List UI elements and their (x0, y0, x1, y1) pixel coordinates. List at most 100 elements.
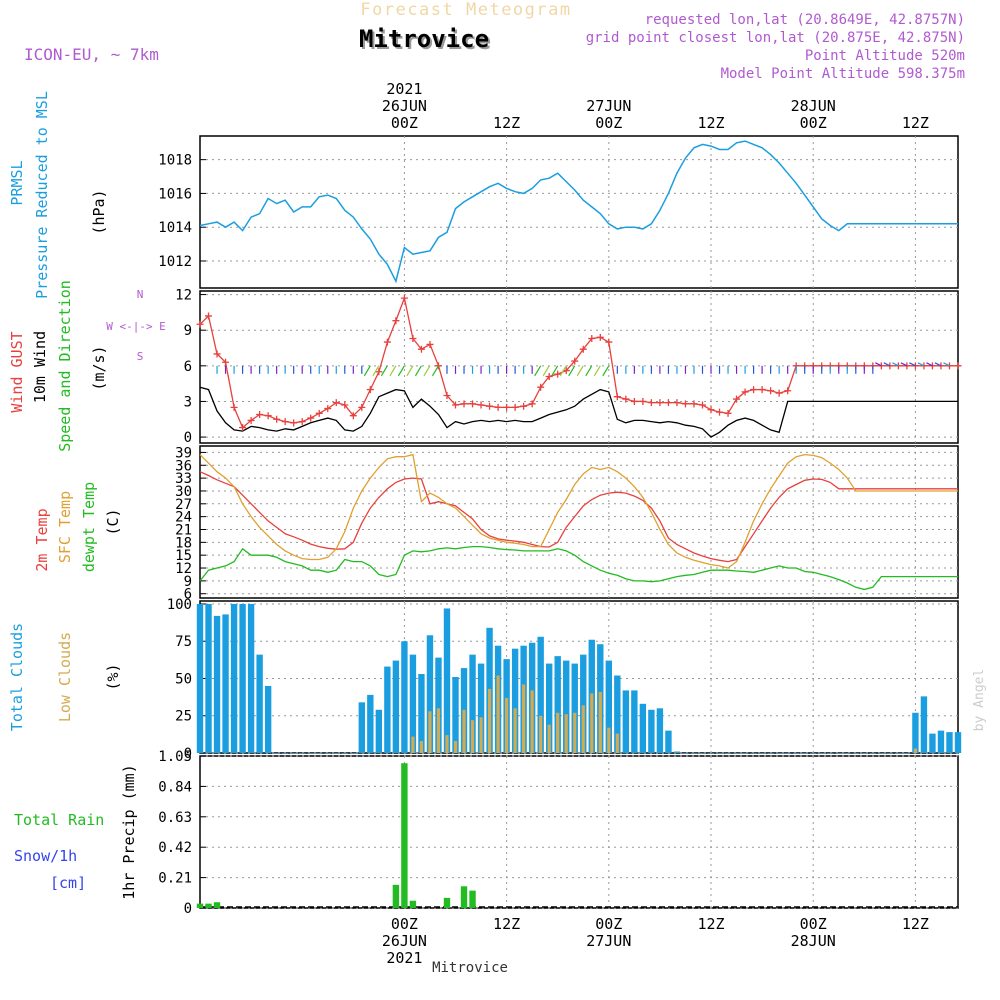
wind-direction-arrow (917, 362, 925, 367)
total-cloud-bar (196, 603, 204, 753)
location-title: Mitrovice (359, 25, 489, 53)
pressure-frame (199, 135, 959, 289)
precip-unit: 1hr Precip (mm) (120, 764, 138, 899)
wind-direction-arrow (559, 365, 567, 377)
total-cloud-bar (477, 663, 485, 753)
time-label: 27JUN (586, 932, 631, 950)
gust-marker (443, 392, 451, 399)
gust-marker (758, 386, 766, 394)
rain-bar (469, 890, 476, 908)
total-cloud-bar (307, 753, 314, 754)
temp-ytick-label: 24 (175, 510, 192, 526)
gust-marker (205, 312, 213, 320)
low-cloud-bar (505, 697, 509, 753)
temp-labels: 2m Temp SFC Temp dewpt Temp (C) (33, 482, 122, 572)
clouds-ytick-label: 75 (175, 634, 192, 650)
temp-ytick-label: 21 (175, 522, 192, 538)
precip-ytick-label: 0 (184, 901, 192, 917)
total-cloud-bar (852, 753, 859, 754)
gust-marker (281, 418, 289, 426)
total-cloud-bar (401, 641, 408, 753)
gust-marker (716, 408, 724, 416)
wind-direction-arrow (568, 365, 576, 377)
clouds-ytick-label: 50 (175, 671, 192, 687)
total-cloud-bar (639, 703, 647, 753)
rain-bar (460, 886, 468, 908)
gust-marker (588, 335, 596, 342)
footer-location: Mitrovice (432, 960, 508, 976)
product-title: Forecast Meteogram (360, 0, 571, 20)
compass-south: S (137, 350, 144, 363)
total-cloud-bar (213, 615, 221, 753)
total-cloud-bar (827, 753, 834, 754)
total-cloud-bar (699, 753, 706, 754)
temp-ytick-label: 15 (175, 548, 192, 564)
time-label: 26JUN (382, 932, 427, 950)
total-cloud-bar (920, 696, 928, 753)
gust-marker (511, 403, 519, 411)
t2m-line (199, 471, 958, 563)
wind-direction-arrow (934, 362, 942, 367)
low-cloud-bar (453, 741, 458, 753)
wind-direction-arrow (431, 365, 439, 377)
gust-marker (894, 362, 902, 370)
dewpt-line (199, 545, 958, 591)
gust-marker (920, 362, 928, 370)
credit: by Angel (972, 669, 987, 732)
point-altitude: Point Altitude 520m (805, 48, 965, 64)
total-cloud-bar (656, 708, 664, 753)
gust-marker (545, 373, 553, 380)
gust-marker (298, 418, 306, 426)
cloud-labels: Total Clouds Low Clouds (%) (8, 623, 122, 731)
time-label: 2021 (386, 80, 422, 98)
total-cloud-bar (435, 657, 442, 753)
gust-marker (571, 357, 579, 365)
total-cloud-bar (733, 753, 740, 754)
gust-marker (647, 399, 655, 407)
precip-ytick-label: 0.42 (158, 840, 192, 856)
total-cloud-bar (554, 656, 561, 753)
dewpt-label: dewpt Temp (80, 482, 98, 572)
total-cloud-bar (937, 730, 945, 753)
wind-direction-arrow (585, 365, 593, 377)
low-cloud-bar (487, 688, 492, 753)
time-label: 00Z (391, 915, 418, 933)
total-cloud-bar (716, 753, 723, 754)
low-cloud-bar (598, 691, 602, 753)
clouds-frame (199, 600, 959, 754)
wind-direction-arrow (406, 365, 414, 377)
gust-marker (630, 397, 638, 405)
time-label: 00Z (800, 114, 827, 132)
total-cloud-bar (741, 753, 749, 754)
wind-panel: 0 3 6 9 12 (175, 288, 962, 446)
model-label: ICON-EU, ~ 7km (24, 45, 159, 64)
total-cloud-bar (205, 603, 212, 753)
rain-bar (213, 902, 221, 908)
wind-direction-arrow (372, 365, 380, 377)
gust-marker (290, 419, 298, 427)
wind-direction-arrow (389, 365, 397, 377)
gust-marker (324, 405, 332, 413)
total-cloud-bar (264, 685, 272, 753)
total-cloud-bar (707, 753, 715, 754)
total-cloud-bar (426, 635, 434, 753)
wind-direction-arrow (892, 362, 899, 367)
compass-north: N (137, 288, 144, 301)
time-label: 26JUN (382, 97, 427, 115)
gust-marker (741, 388, 749, 396)
total-cloud-bar (682, 753, 689, 754)
model-altitude: Model Point Altitude 598.375m (721, 66, 965, 82)
low-cloud-bar (547, 724, 551, 753)
total-cloud-bar (273, 753, 280, 754)
precip-frame (199, 755, 959, 909)
total-cloud-bar (622, 690, 630, 753)
gust-marker (375, 368, 383, 376)
gust-marker (605, 338, 613, 346)
total-cloud-bar (290, 753, 297, 754)
temp-ytick-label: 18 (175, 535, 192, 551)
rain-bar (392, 884, 400, 908)
cloud-unit: (%) (104, 663, 122, 690)
total-cloud-bar (818, 753, 825, 754)
